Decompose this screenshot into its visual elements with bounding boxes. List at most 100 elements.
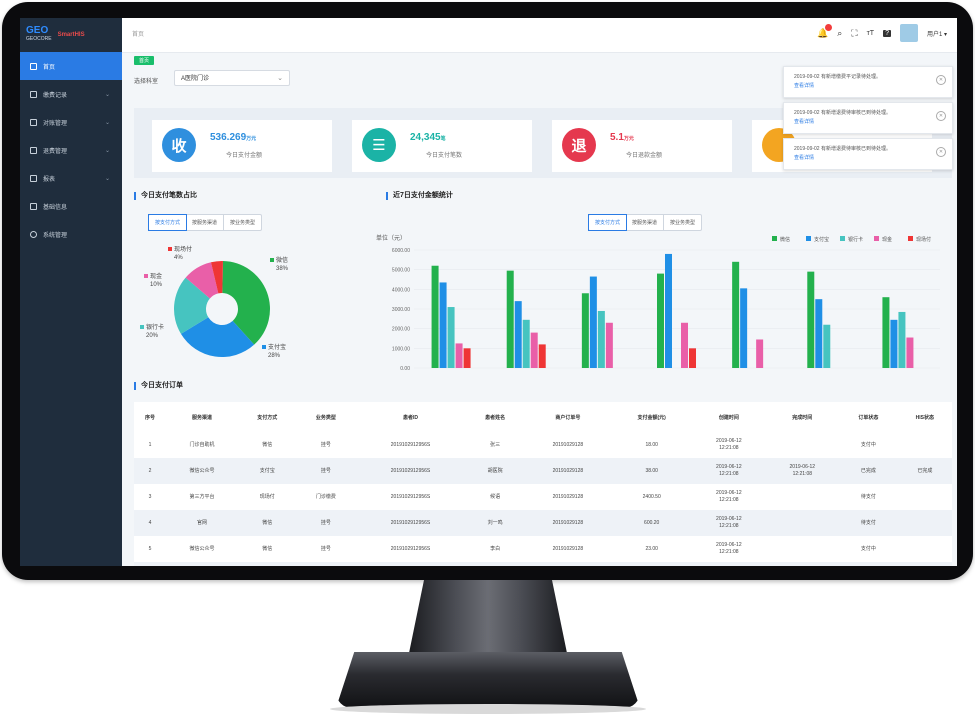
chart-icon — [30, 174, 37, 182]
department-select[interactable]: A医院门诊 ⌄ — [174, 70, 290, 86]
notification-link[interactable]: 查看详情 — [794, 119, 815, 125]
bar-现场付-12-01[interactable] — [463, 348, 471, 368]
bell-icon[interactable]: 🔔 — [817, 23, 833, 39]
close-icon[interactable]: ✕ — [936, 147, 946, 157]
bar-银行卡-12-02[interactable] — [522, 319, 530, 368]
column-header[interactable]: 序号 — [144, 414, 155, 421]
sidebar-item-refund[interactable]: 退费管理 ⌄ — [20, 136, 122, 164]
page-tag[interactable]: 首页 — [134, 56, 155, 65]
legend-label[interactable]: 微信 — [780, 236, 790, 243]
bar-银行卡-12-06[interactable] — [823, 324, 831, 368]
column-header[interactable]: 完成时间 — [792, 414, 813, 421]
legend-label[interactable]: 现场付 — [916, 236, 931, 243]
column-header[interactable]: 商户订单号 — [555, 414, 581, 421]
gear-icon — [30, 230, 37, 238]
sidebar-item-reconciliation[interactable]: 对账管理 ⌄ — [20, 108, 122, 136]
column-header[interactable]: 支付金额(元) — [637, 414, 666, 421]
close-icon[interactable]: ✕ — [936, 111, 946, 121]
bar-现金-12-04[interactable] — [681, 322, 688, 368]
table-cell: 刘一鸣 — [465, 510, 525, 536]
bar-支付宝-12-06[interactable] — [815, 299, 823, 368]
bar-现场付-12-02[interactable] — [538, 344, 546, 368]
bar-现场付-12-04[interactable] — [689, 348, 696, 368]
notification-text: 2019-09-02 有新增缴费平记录待处理。 — [794, 74, 881, 80]
bar-现金-12-03[interactable] — [605, 322, 613, 368]
fullscreen-icon[interactable]: ⛶ — [851, 27, 858, 38]
bar-现金-12-01[interactable] — [455, 343, 463, 368]
bar-支付宝-12-02[interactable] — [514, 301, 522, 368]
document-icon — [30, 118, 37, 126]
notification-2[interactable]: 2019-09-02 有新增退费待审核已到待处理。 查看详情 ✕ — [783, 102, 953, 134]
table-row[interactable]: 2 微信公众号 支付宝 挂号 2019102912956S 胡医院 20191029128 3… — [134, 458, 952, 484]
legend-label[interactable]: 现金 — [882, 236, 892, 243]
donut-slice[interactable] — [222, 261, 270, 345]
table-row[interactable]: 4 官网 微信 挂号 2019102912956S 刘一鸣 20191029128 600.2… — [134, 510, 952, 536]
tab-business[interactable]: 按业务类型 — [230, 220, 256, 226]
bar-现金-12-05[interactable] — [756, 339, 764, 368]
column-header[interactable]: 创建时间 — [718, 414, 739, 421]
help-icon[interactable]: ? — [883, 29, 891, 37]
sidebar-item-payment-records[interactable]: 缴费记录 ⌄ — [20, 80, 122, 108]
column-header[interactable]: 订单状态 — [858, 414, 879, 421]
bar-支付宝-12-03[interactable] — [589, 276, 597, 368]
bar-支付宝-12-04[interactable] — [665, 253, 672, 368]
notification-3[interactable]: 2019-09-02 有新增退费待审核已到待处理。 查看详情 ✕ — [783, 138, 953, 170]
bar-微信-12-07[interactable] — [882, 297, 890, 368]
bar-支付宝-12-01[interactable] — [439, 282, 447, 368]
legend-label[interactable]: 支付宝 — [814, 236, 829, 243]
notification-link[interactable]: 查看详情 — [794, 83, 815, 89]
donut-slice[interactable] — [180, 317, 255, 357]
bar-微信-12-06[interactable] — [807, 271, 815, 368]
column-header[interactable]: 患者ID — [403, 414, 419, 421]
search-icon[interactable]: ⌕ — [837, 27, 843, 38]
bar-支付宝-12-07[interactable] — [890, 319, 898, 368]
tab-channel[interactable]: 按服务渠道 — [186, 215, 225, 230]
table-cell: 挂号 — [320, 545, 331, 552]
sidebar-item-system[interactable]: 系统管理 — [20, 220, 122, 248]
stat-number: 536.269 — [210, 132, 247, 143]
sidebar-item-basic-info[interactable]: 基础信息 — [20, 192, 122, 220]
bar-微信-12-01[interactable] — [431, 265, 439, 368]
column-header[interactable]: 服务渠道 — [191, 414, 212, 421]
table-row[interactable]: 6门诊自助机银行卡门诊缴费2019102912956S胡晓霞2019102912… — [134, 562, 952, 566]
bar-现金-12-07[interactable] — [906, 337, 914, 368]
legend-label[interactable]: 银行卡 — [848, 236, 863, 243]
table-row[interactable]: 5 微信公众号 微信 挂号 2019102912956S 李白 20191029128 23.… — [134, 536, 952, 562]
bar-支付宝-12-05[interactable] — [740, 288, 748, 368]
bar-微信-12-03[interactable] — [581, 293, 589, 368]
notification-1[interactable]: 2019-09-02 有新增缴费平记录待处理。 查看详情 ✕ — [783, 66, 953, 98]
bar-微信-12-05[interactable] — [732, 261, 740, 368]
stat-number: 5.1 — [610, 132, 624, 143]
tab-channel[interactable]: 按服务渠道 — [626, 215, 665, 230]
column-header[interactable]: 患者姓名 — [485, 414, 506, 421]
bar-现金-12-02[interactable] — [530, 332, 538, 368]
column-header[interactable]: 业务类型 — [315, 414, 336, 421]
sidebar-item-home[interactable]: 首页 — [20, 52, 122, 80]
donut-slice[interactable] — [210, 261, 223, 294]
close-icon[interactable]: ✕ — [936, 75, 946, 85]
font-size-icon[interactable]: ᴛT — [866, 29, 875, 37]
table-cell — [766, 484, 839, 510]
column-header[interactable]: HIS状态 — [915, 414, 935, 421]
notification-link[interactable]: 查看详情 — [794, 155, 815, 161]
stat-unit: 万元 — [623, 136, 634, 142]
avatar[interactable] — [899, 24, 918, 42]
table-row[interactable]: 1 门诊自助机 微信 挂号 2019102912956S 张三 20191029128 18.… — [134, 432, 952, 458]
bar-银行卡-12-07[interactable] — [898, 311, 906, 368]
bar-银行卡-12-03[interactable] — [597, 310, 605, 368]
table-row[interactable]: 3 第三方平台 现场付 门诊缴费 2019102912956S 候语 20191029128… — [134, 484, 952, 510]
tab-pay-method[interactable]: 按支付方式 — [588, 214, 628, 231]
donut-slice[interactable] — [185, 262, 219, 299]
bar-微信-12-02[interactable] — [506, 270, 514, 368]
donut-label-wechat: 微信 38% — [270, 257, 288, 273]
sidebar-item-reports[interactable]: 报表 ⌄ — [20, 164, 122, 192]
tab-business[interactable]: 按业务类型 — [670, 220, 696, 226]
user-menu[interactable]: 用户1 ▾ — [926, 31, 947, 38]
table-cell: 2 — [134, 458, 166, 484]
donut-slice[interactable] — [174, 277, 210, 334]
bar-微信-12-04[interactable] — [657, 273, 664, 368]
bar-银行卡-12-01[interactable] — [447, 307, 455, 368]
column-header[interactable]: 支付方式 — [257, 414, 278, 421]
tab-pay-method[interactable]: 按支付方式 — [148, 214, 188, 231]
